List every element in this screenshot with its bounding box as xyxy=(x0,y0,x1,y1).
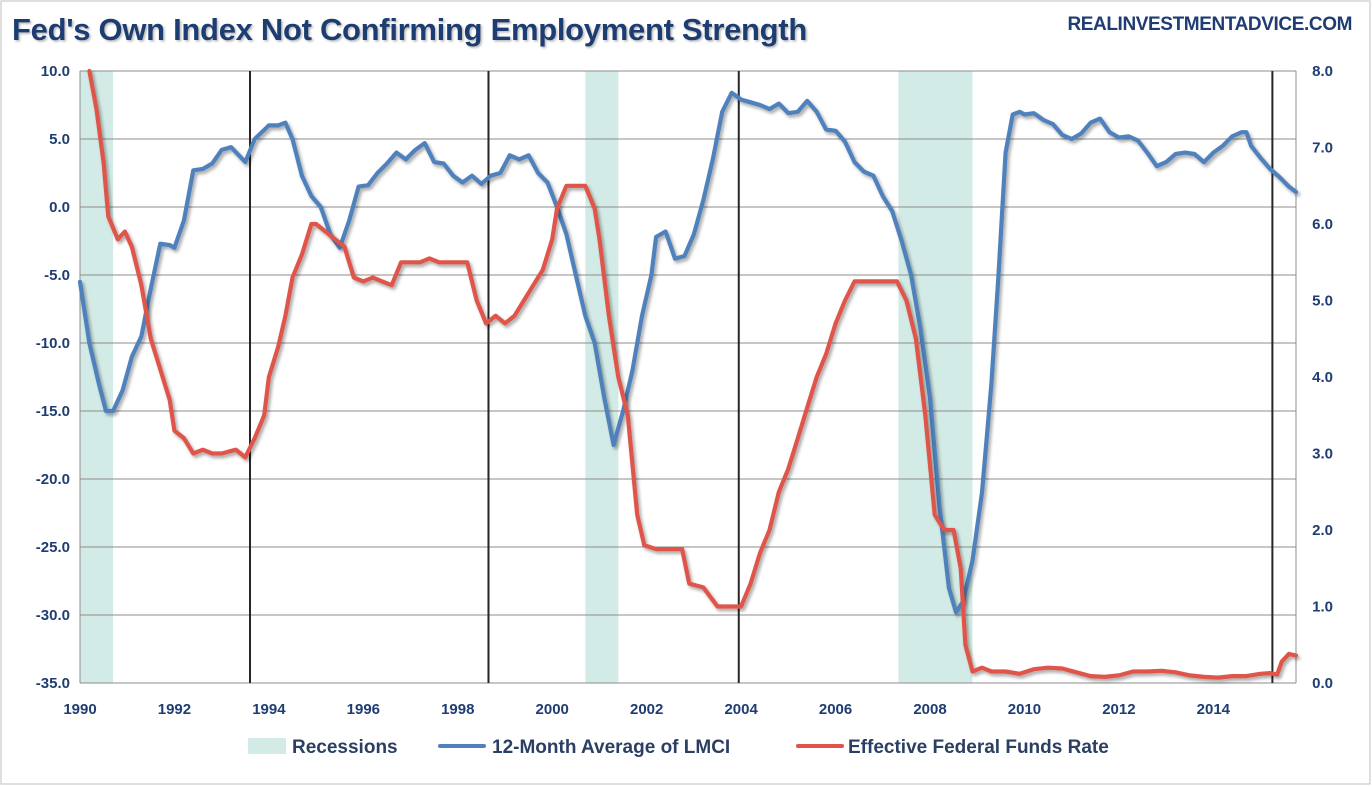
legend-label: 12-Month Average of LMCI xyxy=(492,737,730,758)
x-tick-label: 1998 xyxy=(441,701,474,718)
y-left-tick-label: -10.0 xyxy=(36,335,70,352)
y-right-tick-label: 1.0 xyxy=(1312,599,1333,616)
x-tick-label: 2014 xyxy=(1197,701,1231,718)
legend-label: Recessions xyxy=(292,737,398,758)
y-left-tick-label: -35.0 xyxy=(36,675,70,692)
y-left-tick-label: -5.0 xyxy=(44,267,70,284)
legend-swatch-recessions xyxy=(248,738,286,754)
series xyxy=(77,68,1299,680)
x-tick-label: 1996 xyxy=(347,701,380,718)
y-right-tick-label: 7.0 xyxy=(1312,140,1333,157)
y-left-tick-label: 5.0 xyxy=(49,131,70,148)
y-right-tick-label: 2.0 xyxy=(1312,522,1333,539)
y-right-tick-label: 0.0 xyxy=(1312,675,1333,692)
x-tick-label: 2008 xyxy=(913,701,946,718)
x-tick-label: 1994 xyxy=(252,701,286,718)
legend: Recessions 12-Month Average of LMCI Effect… xyxy=(248,737,1109,758)
x-tick-label: 1990 xyxy=(63,701,96,718)
x-tick-label: 2002 xyxy=(630,701,663,718)
x-tick-label: 2000 xyxy=(536,701,569,718)
y-left-tick-label: -20.0 xyxy=(36,471,70,488)
series-line-effective-federal-funds-rate xyxy=(87,68,1299,680)
y-right-tick-label: 8.0 xyxy=(1312,63,1333,80)
legend-label: Effective Federal Funds Rate xyxy=(848,737,1109,758)
y-right-tick-label: 6.0 xyxy=(1312,216,1333,233)
x-tick-label: 2010 xyxy=(1008,701,1041,718)
y-left-tick-label: -15.0 xyxy=(36,403,70,420)
series-line-12-month-average-of-lmci xyxy=(77,90,1299,615)
y-left-tick-label: 10.0 xyxy=(41,63,70,80)
y-left-tick-label: -25.0 xyxy=(36,539,70,556)
x-tick-label: 2004 xyxy=(724,701,758,718)
y-right-tick-label: 5.0 xyxy=(1312,293,1333,310)
y-left-tick-label: -30.0 xyxy=(36,607,70,624)
y-left-tick-label: 0.0 xyxy=(49,199,70,216)
chart-title: Fed's Own Index Not Confirming Employmen… xyxy=(12,12,807,47)
chart-source: REALINVESTMENTADVICE.COM xyxy=(1067,14,1352,35)
x-tick-label: 2006 xyxy=(819,701,852,718)
event-markers xyxy=(249,71,1274,683)
y-right-tick-label: 3.0 xyxy=(1312,446,1333,463)
x-tick-label: 1992 xyxy=(158,701,191,718)
gridlines xyxy=(80,70,1296,684)
axes: 10.0 5.0 0.0 -5.0 -10.0 -15.0 -20.0 -25.0 -30.0 -… xyxy=(36,63,1333,718)
y-right-tick-label: 4.0 xyxy=(1312,369,1333,386)
x-tick-label: 2012 xyxy=(1102,701,1135,718)
